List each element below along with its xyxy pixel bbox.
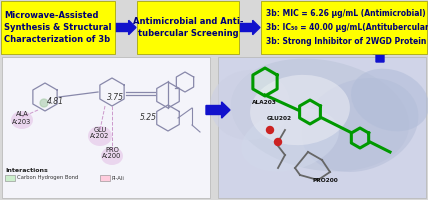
Ellipse shape: [11, 111, 33, 129]
FancyArrow shape: [373, 50, 387, 62]
Text: ALA203: ALA203: [252, 100, 277, 106]
FancyBboxPatch shape: [218, 57, 426, 198]
Circle shape: [40, 99, 48, 107]
FancyArrow shape: [115, 20, 136, 35]
Text: Pi-Ali: Pi-Ali: [112, 176, 125, 180]
Text: GLU202: GLU202: [267, 116, 292, 120]
Polygon shape: [253, 68, 277, 96]
Ellipse shape: [101, 147, 123, 165]
Circle shape: [267, 127, 273, 134]
FancyBboxPatch shape: [2, 57, 210, 198]
FancyArrow shape: [206, 102, 230, 118]
Text: 3b: IC₅₀ = 40.00 μg/mL(Antitubercular): 3b: IC₅₀ = 40.00 μg/mL(Antitubercular): [266, 23, 428, 32]
Ellipse shape: [88, 126, 112, 146]
Text: 3b: MIC = 6.26 μg/mL (Antimicrobial): 3b: MIC = 6.26 μg/mL (Antimicrobial): [266, 9, 425, 18]
Text: PRO200: PRO200: [313, 178, 339, 182]
FancyBboxPatch shape: [1, 1, 115, 54]
Text: 4.81: 4.81: [47, 98, 63, 106]
Ellipse shape: [302, 78, 419, 172]
Text: ALA
A:203: ALA A:203: [12, 112, 32, 124]
Ellipse shape: [210, 70, 290, 140]
Text: 5.25: 5.25: [140, 114, 157, 122]
Text: GLU
A:202: GLU A:202: [90, 127, 110, 140]
Ellipse shape: [231, 59, 409, 171]
Text: Antimicrobial and Anti-
tubercular Screening: Antimicrobial and Anti- tubercular Scree…: [133, 17, 243, 38]
Ellipse shape: [250, 75, 350, 145]
Text: 3.75: 3.75: [107, 94, 124, 102]
FancyBboxPatch shape: [137, 1, 239, 54]
Text: Interactions: Interactions: [5, 168, 48, 173]
FancyArrow shape: [239, 20, 260, 35]
FancyBboxPatch shape: [100, 175, 110, 181]
Text: 3b: Strong Inhibitor of 2WGD Protein: 3b: Strong Inhibitor of 2WGD Protein: [266, 37, 426, 46]
FancyBboxPatch shape: [5, 175, 15, 181]
Text: Carbon Hydrogen Bond: Carbon Hydrogen Bond: [17, 176, 78, 180]
Ellipse shape: [351, 69, 428, 131]
Text: PRO
A:200: PRO A:200: [102, 146, 122, 160]
Circle shape: [274, 138, 282, 146]
Text: Microwave-Assisted
Synthesis & Structural
Characterization of 3b: Microwave-Assisted Synthesis & Structura…: [4, 10, 112, 45]
FancyBboxPatch shape: [261, 1, 427, 54]
Ellipse shape: [241, 108, 339, 172]
